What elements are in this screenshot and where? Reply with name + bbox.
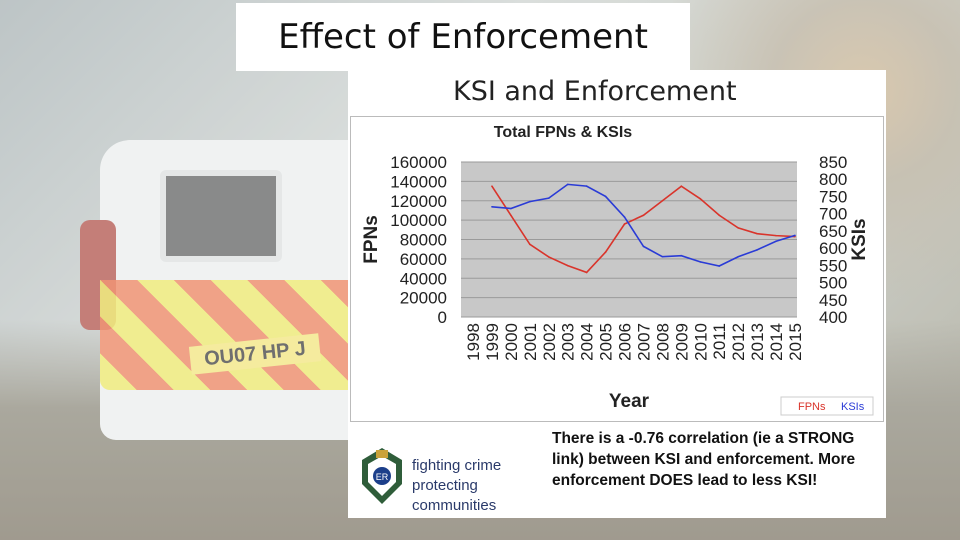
x-tick-16: 2014 — [767, 323, 786, 361]
legend-box — [780, 396, 874, 416]
chart-title: Total FPNs & KSIs — [494, 124, 632, 141]
slide-title: Effect of Enforcement — [278, 17, 648, 57]
point-ksis-1999 — [491, 205, 493, 208]
y2-tick-1: 450 — [819, 291, 847, 310]
x-tick-10: 2008 — [653, 323, 672, 361]
y2-tick-2: 500 — [819, 274, 847, 293]
point-ksis-2014 — [775, 240, 777, 243]
crest-letters: ER — [376, 472, 389, 482]
point-fpns-2012 — [737, 227, 739, 229]
point-ksis-2015 — [794, 234, 796, 237]
chart-frame: Total FPNs & KSIs 0 20000 40000 60000 80000 10… — [350, 116, 884, 422]
logo-text: fighting crime protecting communities — [412, 456, 552, 516]
police-crest-icon: ER — [362, 448, 402, 504]
point-fpns-2004 — [585, 271, 588, 274]
card-heading: KSI and Enforcement — [453, 76, 737, 107]
x-tick-12: 2010 — [691, 323, 710, 361]
van-window — [160, 170, 282, 262]
y2-tick-8: 800 — [819, 170, 847, 189]
point-ksis-2010 — [699, 261, 702, 263]
y-tick-7: 140000 — [390, 172, 447, 191]
slide-title-box: Effect of Enforcement — [236, 3, 690, 71]
van-chevrons — [100, 280, 380, 390]
point-ksis-2000 — [510, 207, 512, 210]
point-ksis-2005 — [604, 195, 607, 198]
police-logo: ER fighting crime protecting communities — [352, 442, 552, 514]
point-ksis-2013 — [756, 249, 758, 251]
x-tick-7: 2005 — [597, 323, 616, 361]
x-tick-8: 2006 — [616, 323, 635, 361]
point-ksis-2009 — [680, 254, 683, 257]
y2-tick-4: 600 — [819, 239, 847, 258]
y-tick-5: 100000 — [390, 211, 447, 230]
point-fpns-2013 — [756, 232, 758, 235]
y-tick-8: 160000 — [390, 153, 447, 172]
x-axis-label: Year — [609, 391, 650, 412]
y2-tick-7: 750 — [819, 187, 847, 206]
y-tick-3: 60000 — [400, 250, 447, 269]
y-tick-2: 40000 — [400, 269, 447, 288]
point-ksis-2007 — [642, 245, 645, 248]
point-ksis-2002 — [547, 197, 550, 199]
y2-tick-0: 400 — [819, 308, 847, 327]
legend-fpns: FPNs — [798, 401, 826, 413]
chart-card: KSI and Enforcement Total FPNs & KSIs 0 20… — [348, 70, 886, 518]
x-tick-6: 2004 — [578, 323, 597, 361]
x-tick-3: 2001 — [521, 323, 540, 361]
point-ksis-2012 — [737, 255, 739, 258]
point-ksis-2011 — [718, 265, 721, 267]
logo-line-2: protecting communities — [412, 477, 497, 514]
x-tick-4: 2002 — [540, 323, 559, 361]
point-fpns-2011 — [718, 214, 721, 217]
point-fpns-2007 — [642, 214, 645, 217]
point-fpns-2014 — [775, 234, 777, 237]
police-van-image: OU07 HP J — [60, 110, 390, 470]
point-fpns-2006 — [623, 223, 626, 225]
y-tick-4: 80000 — [400, 231, 447, 250]
x-tick-1: 1999 — [483, 323, 502, 361]
x-tick-15: 2013 — [748, 323, 767, 361]
point-fpns-2009 — [680, 185, 683, 188]
y2-tick-5: 650 — [819, 222, 847, 241]
x-tick-2: 2000 — [502, 323, 521, 361]
x-tick-13: 2011 — [710, 323, 729, 360]
fpn-ksi-chart: Total FPNs & KSIs 02000040000600008000010… — [361, 124, 874, 416]
point-fpns-2002 — [547, 256, 550, 258]
legend-ksis: KSIs — [841, 401, 865, 413]
correlation-note: There is a -0.76 correlation (ie a STRON… — [552, 430, 856, 489]
point-fpns-1999 — [491, 185, 493, 188]
x-tick-0: 1998 — [464, 323, 483, 361]
y2-tick-6: 700 — [819, 205, 847, 224]
point-fpns-2008 — [661, 199, 664, 202]
point-fpns-2005 — [604, 251, 607, 253]
y2-axis-label: KSIs — [849, 218, 870, 260]
x-tick-14: 2012 — [729, 323, 748, 361]
y2-tick-3: 550 — [819, 256, 847, 275]
point-ksis-2003 — [566, 183, 569, 186]
point-ksis-2008 — [661, 255, 664, 258]
x-tick-11: 2009 — [672, 323, 691, 361]
point-ksis-2004 — [585, 185, 588, 187]
point-ksis-2006 — [623, 216, 626, 218]
point-fpns-2010 — [699, 198, 702, 200]
y-axis-label: FPNs — [361, 215, 382, 264]
logo-line-1: fighting crime — [412, 457, 502, 474]
point-ksis-2001 — [529, 200, 531, 203]
point-fpns-2003 — [566, 264, 569, 267]
point-fpns-2000 — [510, 214, 512, 217]
y-tick-6: 120000 — [390, 192, 447, 211]
x-tick-17: 2015 — [786, 323, 805, 361]
point-fpns-2001 — [529, 243, 531, 246]
y-tick-0: 0 — [438, 308, 447, 327]
y2-tick-9: 850 — [819, 153, 847, 172]
x-tick-9: 2007 — [634, 323, 653, 361]
x-tick-5: 2003 — [559, 323, 578, 361]
y-tick-1: 20000 — [400, 289, 447, 308]
